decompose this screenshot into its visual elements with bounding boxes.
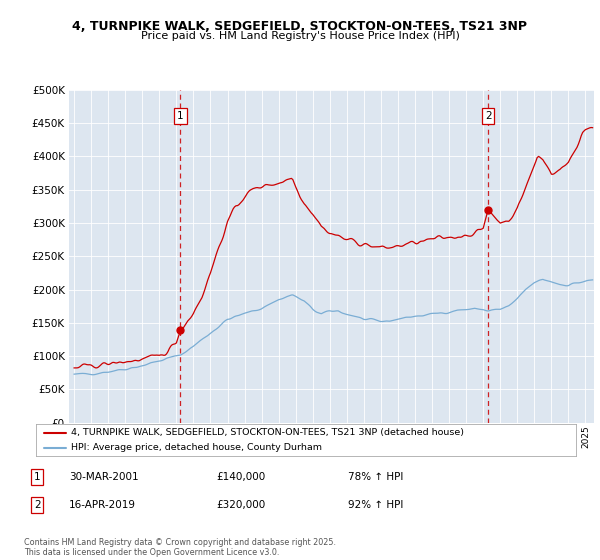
Text: 1: 1 [34, 472, 41, 482]
Text: 1: 1 [177, 111, 184, 122]
Text: 2: 2 [34, 500, 41, 510]
Text: 92% ↑ HPI: 92% ↑ HPI [348, 500, 403, 510]
Text: 2: 2 [485, 111, 491, 122]
Text: HPI: Average price, detached house, County Durham: HPI: Average price, detached house, Coun… [71, 443, 322, 452]
Text: £140,000: £140,000 [216, 472, 265, 482]
Text: £320,000: £320,000 [216, 500, 265, 510]
Text: 4, TURNPIKE WALK, SEDGEFIELD, STOCKTON-ON-TEES, TS21 3NP (detached house): 4, TURNPIKE WALK, SEDGEFIELD, STOCKTON-O… [71, 428, 464, 437]
Text: 16-APR-2019: 16-APR-2019 [69, 500, 136, 510]
Text: 30-MAR-2001: 30-MAR-2001 [69, 472, 139, 482]
Text: Price paid vs. HM Land Registry's House Price Index (HPI): Price paid vs. HM Land Registry's House … [140, 31, 460, 41]
Text: 78% ↑ HPI: 78% ↑ HPI [348, 472, 403, 482]
Text: 4, TURNPIKE WALK, SEDGEFIELD, STOCKTON-ON-TEES, TS21 3NP: 4, TURNPIKE WALK, SEDGEFIELD, STOCKTON-O… [73, 20, 527, 32]
Text: Contains HM Land Registry data © Crown copyright and database right 2025.
This d: Contains HM Land Registry data © Crown c… [24, 538, 336, 557]
